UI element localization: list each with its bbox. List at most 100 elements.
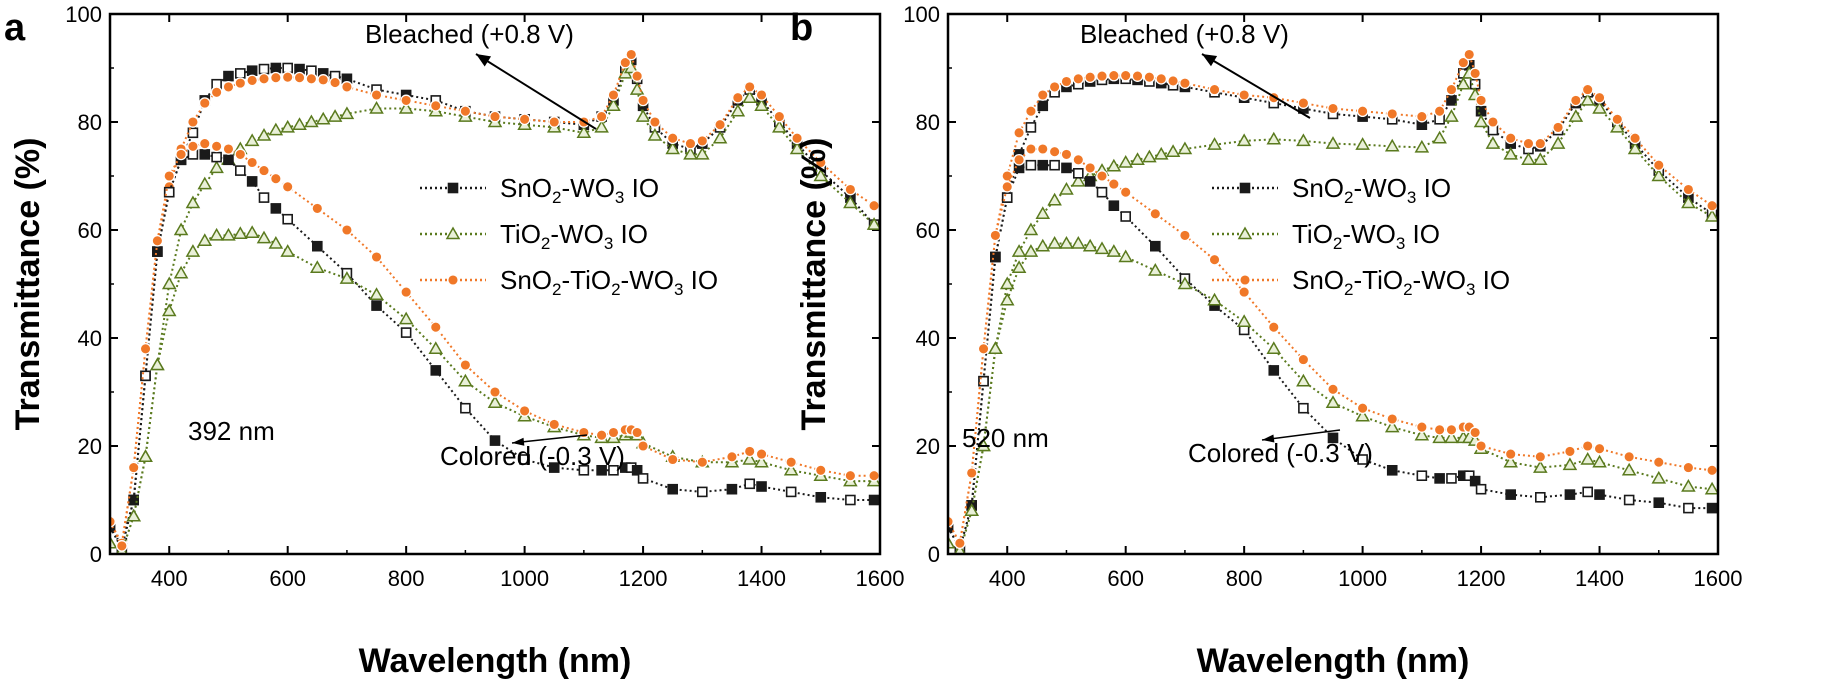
panel-label: b <box>790 7 813 49</box>
data-point-bleached-1 <box>606 98 621 112</box>
data-point-bleached-0 <box>282 62 293 74</box>
data-point-colored-4 <box>1059 235 1074 249</box>
data-point-bleached-2 <box>1356 105 1369 118</box>
data-point-bleached-1 <box>695 146 710 160</box>
data-point-colored-5 <box>595 429 608 442</box>
data-point-bleached-2 <box>1469 67 1482 80</box>
data-point-colored-5 <box>1084 162 1097 174</box>
data-point-colored-5 <box>222 143 235 155</box>
arrowhead <box>1202 54 1218 67</box>
data-point-bleached-1 <box>339 106 355 120</box>
data-point-colored-5 <box>1327 383 1339 396</box>
data-point-colored-5 <box>1706 464 1718 477</box>
data-point-bleached-1 <box>1414 139 1430 153</box>
data-point-colored-5 <box>1025 143 1037 155</box>
data-point-bleached-2 <box>1143 71 1156 84</box>
data-point-bleached-1 <box>280 119 295 133</box>
data-point-bleached-2 <box>258 72 270 85</box>
data-point-bleached-2 <box>1072 72 1085 85</box>
data-point-colored-3 <box>1049 159 1060 171</box>
annotation-wavelength: 520 nm <box>962 423 1049 453</box>
data-point-bleached-1 <box>292 117 307 130</box>
data-point-bleached-1 <box>754 98 769 112</box>
data-point-bleached-1 <box>256 127 272 141</box>
data-point-colored-4 <box>256 230 272 244</box>
data-point-colored-3 <box>667 483 678 495</box>
data-point-colored-4 <box>1082 238 1098 252</box>
data-point-colored-5 <box>1060 148 1073 161</box>
data-point-colored-5 <box>1013 153 1025 166</box>
data-point-colored-3 <box>371 300 382 311</box>
data-point-colored-5 <box>1504 448 1517 460</box>
data-point-colored-5 <box>1072 153 1085 166</box>
data-point-colored-3 <box>548 462 560 473</box>
data-point-bleached-2 <box>1475 94 1487 107</box>
data-point-colored-4 <box>1651 470 1667 484</box>
data-point-bleached-2 <box>1611 113 1624 126</box>
data-point-colored-4 <box>1207 292 1222 306</box>
data-point-bleached-2 <box>246 74 259 87</box>
data-point-colored-5 <box>607 426 620 439</box>
data-point-bleached-2 <box>666 132 679 145</box>
data-point-bleached-1 <box>866 217 880 230</box>
data-point-colored-4 <box>1035 238 1051 252</box>
annotation-wavelength: 392 nm <box>188 416 275 446</box>
x-tick-label: 1600 <box>856 566 905 591</box>
data-point-colored-3 <box>868 494 880 506</box>
data-point-colored-5 <box>269 172 282 185</box>
data-point-colored-4 <box>1071 235 1086 249</box>
data-point-colored-3 <box>815 491 827 503</box>
data-point-bleached-1 <box>209 160 224 174</box>
data-point-colored-3 <box>430 365 442 376</box>
data-point-bleached-1 <box>594 119 609 133</box>
data-point-bleached-2 <box>1629 132 1641 145</box>
data-point-bleached-2 <box>548 116 561 128</box>
series-line-bleached-2 <box>948 52 1713 547</box>
panel-b: b Transmittance (%) Wavelength (nm) 0 20 40 60… <box>790 2 1742 680</box>
y-axis-label: Transmittance (%) <box>795 138 833 431</box>
data-point-bleached-2 <box>518 113 531 126</box>
data-point-colored-3 <box>990 251 1001 263</box>
data-point-bleached-2 <box>1179 77 1191 89</box>
series-line-colored-5 <box>948 148 1713 547</box>
data-point-bleached-1 <box>185 195 201 209</box>
data-point-bleached-2 <box>1415 110 1428 123</box>
x-tick-label: 1000 <box>1338 566 1387 591</box>
arrowhead <box>512 437 525 446</box>
data-point-colored-3 <box>726 483 738 495</box>
data-point-bleached-2 <box>269 71 282 84</box>
data-point-colored-4 <box>1325 395 1341 409</box>
data-point-colored-5 <box>151 234 164 247</box>
data-point-colored-3 <box>1535 491 1546 503</box>
data-point-bleached-2 <box>305 72 318 85</box>
data-point-colored-3 <box>596 464 607 476</box>
data-point-colored-5 <box>1149 207 1162 220</box>
legend-label: TiO2-WO3 IO <box>500 219 648 253</box>
data-point-bleached-2 <box>696 135 709 147</box>
data-point-bleached-1 <box>1023 222 1039 236</box>
data-point-colored-5 <box>1107 178 1120 190</box>
data-point-colored-4 <box>1296 373 1311 387</box>
x-tick-label: 1600 <box>1694 566 1743 591</box>
data-point-colored-3 <box>1061 162 1072 174</box>
data-point-bleached-1 <box>1521 152 1536 166</box>
data-point-bleached-2 <box>1048 81 1061 93</box>
data-point-colored-3 <box>637 473 649 484</box>
legend-item: SnO2-TiO2-WO3 IO <box>1212 265 1510 299</box>
data-point-colored-5 <box>1119 186 1132 199</box>
data-point-colored-5 <box>163 170 176 182</box>
data-point-colored-4 <box>268 235 284 249</box>
data-point-colored-4 <box>1384 419 1400 433</box>
series-line-bleached-1 <box>110 66 875 553</box>
data-point-colored-4 <box>221 227 236 241</box>
data-point-colored-5 <box>400 286 413 298</box>
data-point-bleached-2 <box>1504 132 1517 145</box>
data-point-colored-4 <box>197 233 213 247</box>
data-point-bleached-0 <box>246 65 258 76</box>
x-tick-label: 1000 <box>500 566 549 591</box>
data-point-colored-4 <box>1533 460 1548 473</box>
data-point-bleached-2 <box>370 89 383 101</box>
data-point-colored-3 <box>1096 186 1108 198</box>
data-point-bleached-1 <box>772 119 787 133</box>
data-point-colored-5 <box>1415 421 1428 433</box>
